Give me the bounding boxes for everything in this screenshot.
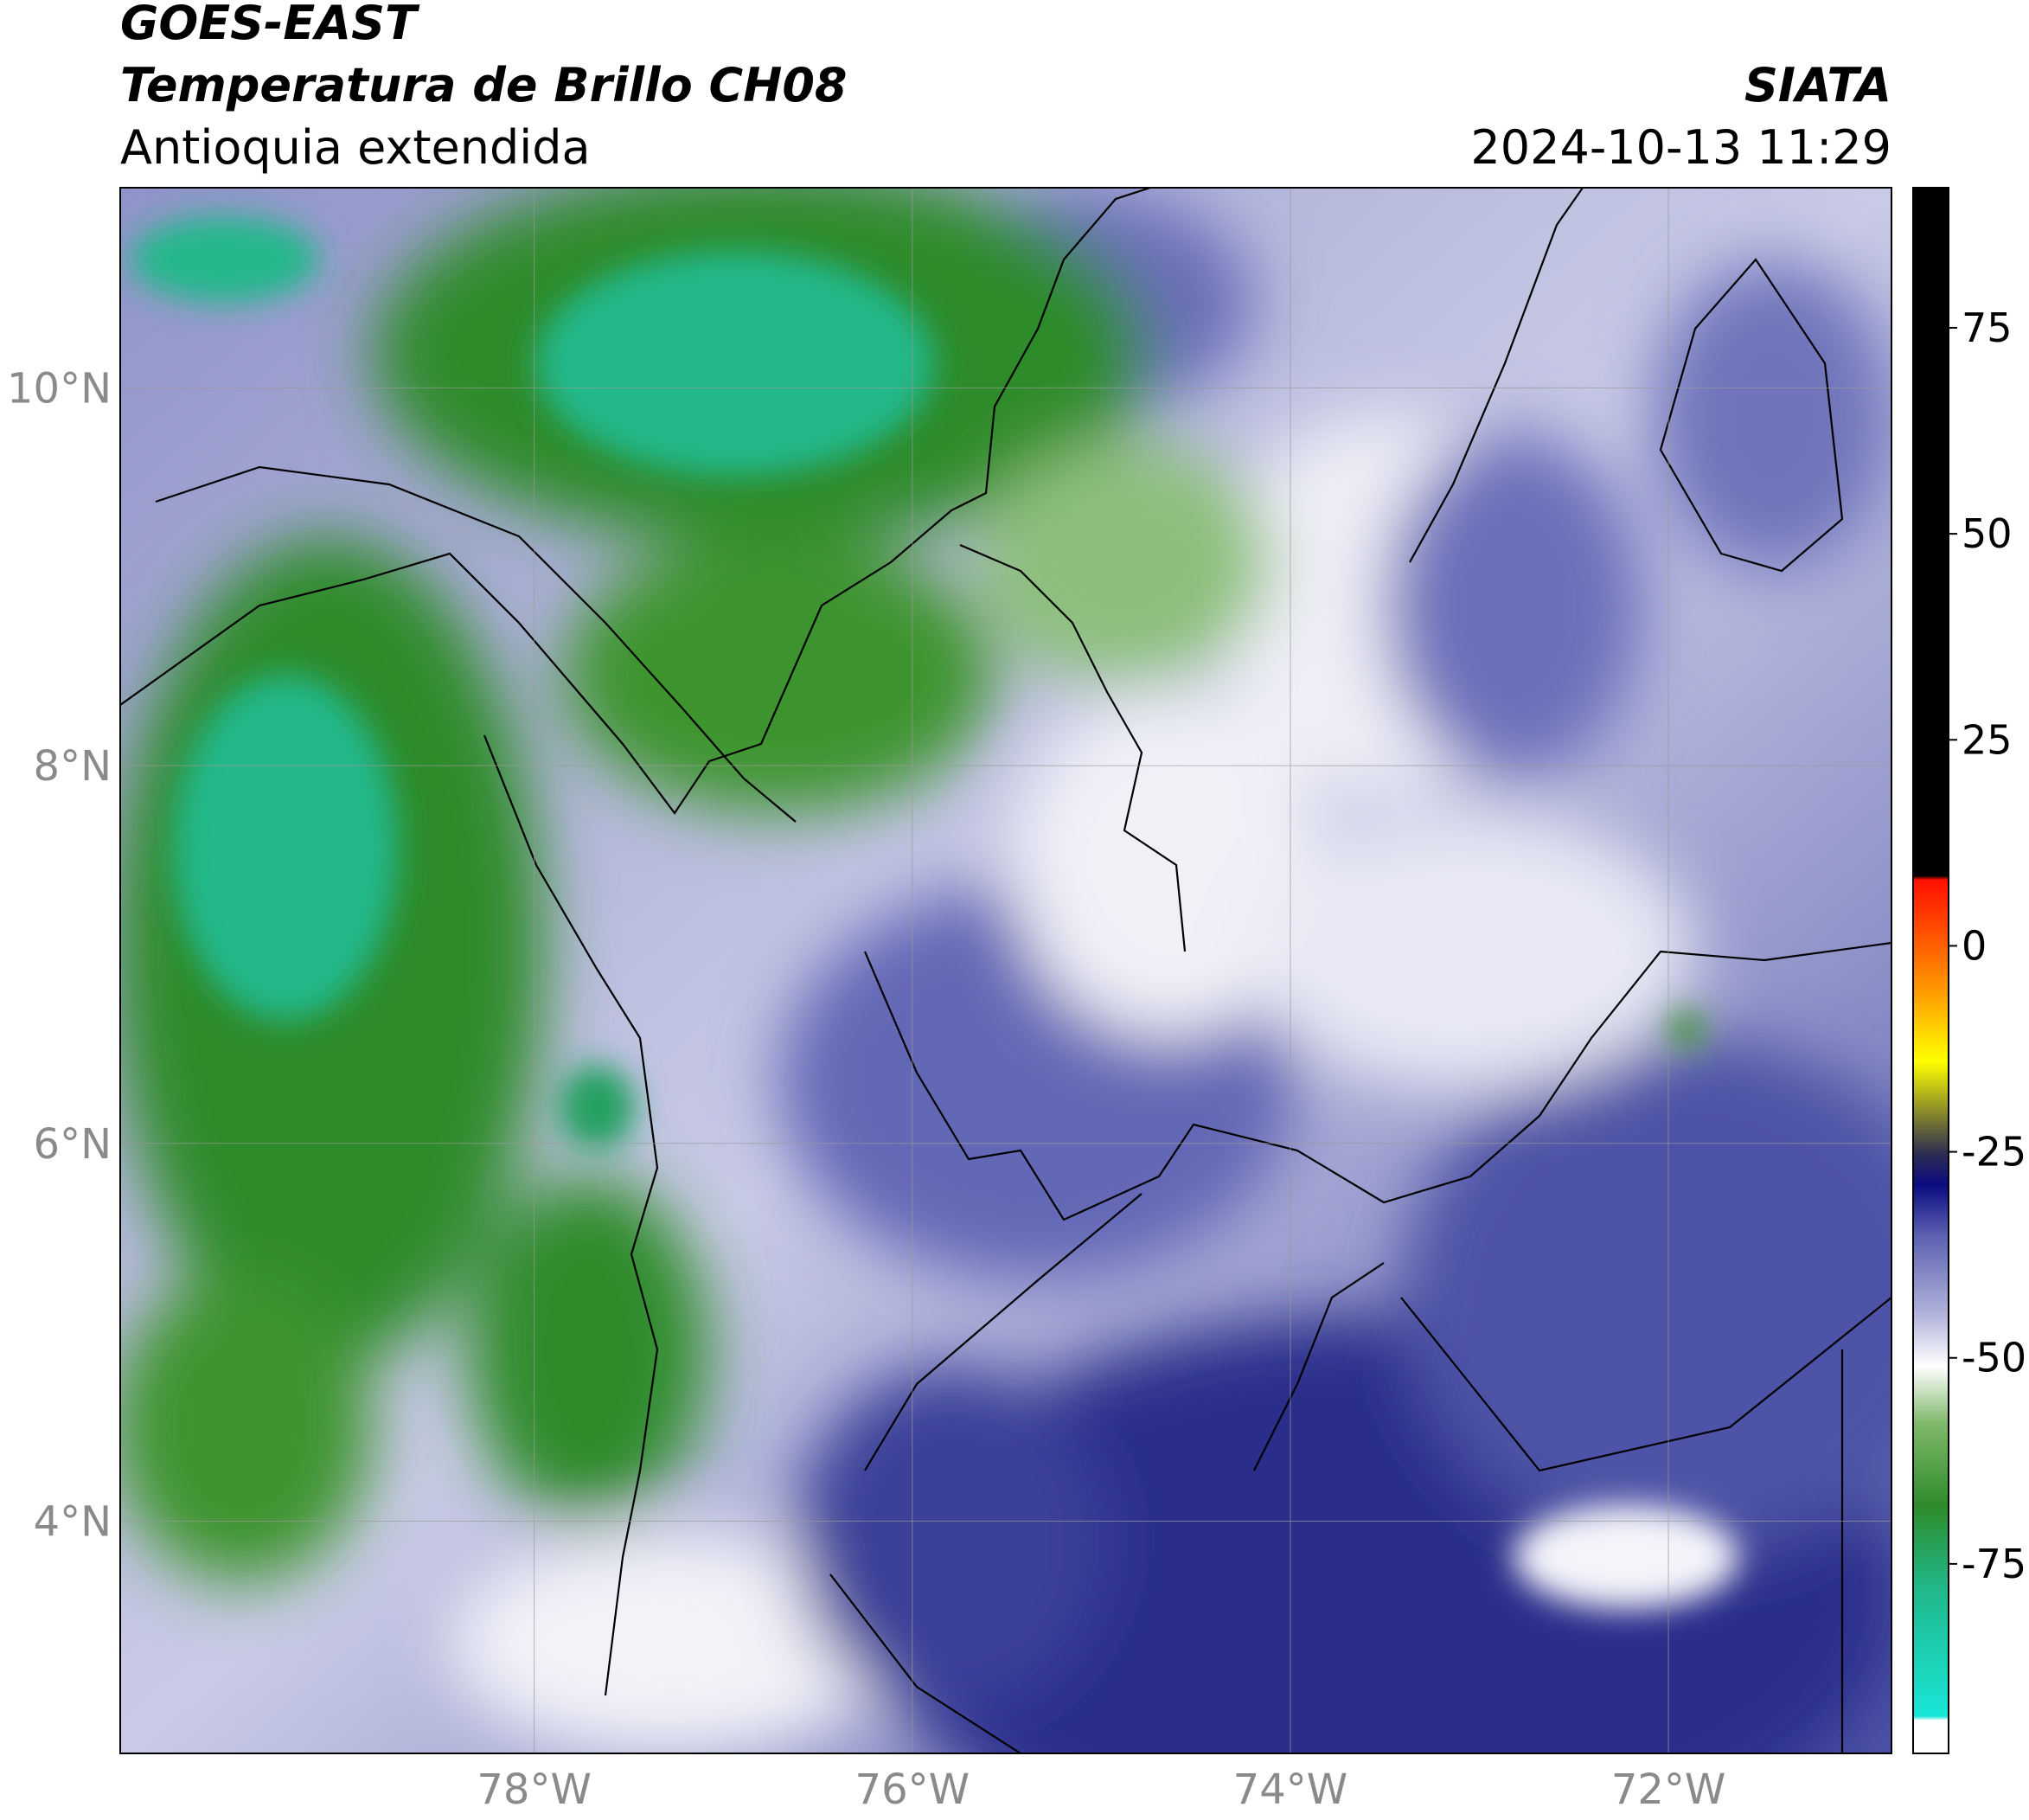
map-frame: [119, 187, 1892, 1754]
source: SIATA: [1744, 58, 1891, 112]
colorbar-tick-label: 50: [1962, 510, 2013, 557]
grid: [120, 188, 1891, 1753]
colorbar-tick-label: 0: [1962, 922, 1987, 969]
title: GOES-EAST: [120, 0, 420, 50]
x-tick-label: 78°W: [477, 1766, 592, 1814]
y-tick-label: 8°N: [34, 742, 112, 791]
subtitle: Temperatura de Brillo CH08: [120, 58, 848, 112]
colorbar-tick-label: -75: [1962, 1541, 2026, 1587]
y-tick-label: 10°N: [7, 364, 112, 413]
colorbar-tick-label: 25: [1962, 716, 2013, 763]
colorbar-tick-label: 75: [1962, 304, 2013, 351]
colorbar-tick-label: -50: [1962, 1335, 2026, 1381]
y-tick-label: 6°N: [34, 1120, 112, 1169]
colorbar-tick-label: -25: [1962, 1129, 2026, 1176]
coastlines: [120, 188, 1891, 1753]
satellite-image: [120, 188, 1891, 1753]
y-tick-label: 4°N: [34, 1497, 112, 1546]
x-tick-label: 76°W: [855, 1766, 970, 1814]
x-tick-label: 74°W: [1233, 1766, 1348, 1814]
datetime: 2024-10-13 11:29: [1470, 120, 1891, 175]
colorbar: [1912, 187, 1949, 1754]
x-tick-label: 72°W: [1611, 1766, 1726, 1814]
region: Antioquia extendida: [120, 120, 591, 175]
